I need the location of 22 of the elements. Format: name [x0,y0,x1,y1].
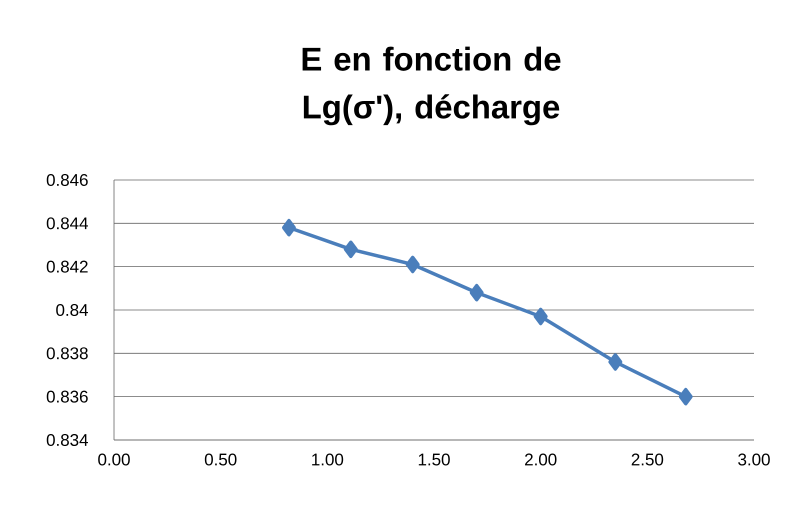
x-tick-label: 0.50 [204,454,236,466]
x-tick-label: 2.00 [525,454,556,466]
point [406,256,420,274]
point [534,308,548,326]
y-tick-label: 0.838 [46,347,88,360]
x-tick-label: 1.50 [418,454,450,466]
point [678,388,693,406]
y-tick-label: 0.842 [46,260,88,273]
x-tick-label: 3.00 [738,454,770,466]
y-tick-label: 0.834 [46,434,88,446]
point [470,284,484,302]
y-tick-label: 0.846 [46,174,88,186]
y-tick-label: 0.84 [56,304,88,316]
point [344,240,358,258]
point [608,353,622,371]
x-tick-label: 2.50 [632,454,664,466]
y-tick-label: 0.844 [46,217,88,230]
x-tick-label: 1.00 [312,454,344,466]
x-tick-label: 0.00 [98,454,130,466]
chart-title: E en fonction de Lg(σ'), décharge [302,46,560,126]
point [282,218,296,236]
y-tick-label: 0.836 [46,390,88,403]
